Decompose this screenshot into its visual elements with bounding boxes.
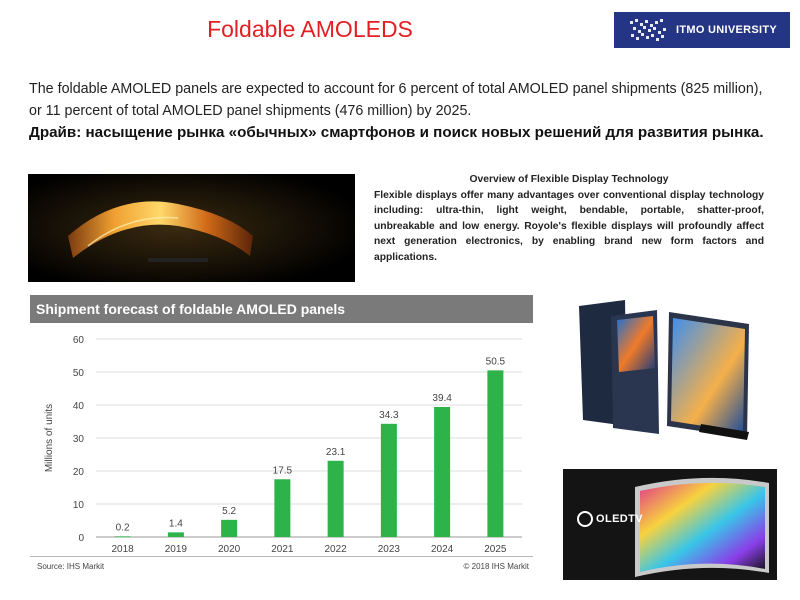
data-label: 5.2 xyxy=(222,506,236,517)
foldable-phones-illustration xyxy=(579,300,749,440)
data-label: 39.4 xyxy=(432,393,452,404)
logo-dots-icon xyxy=(630,19,668,41)
data-label: 1.4 xyxy=(169,518,183,529)
overview-text-block: Overview of Flexible Display Technology … xyxy=(374,172,764,265)
y-tick-label: 40 xyxy=(73,401,85,412)
y-tick-label: 20 xyxy=(73,467,85,478)
y-tick-label: 30 xyxy=(73,434,85,445)
overview-title: Overview of Flexible Display Technology xyxy=(469,174,669,185)
x-tick-label: 2022 xyxy=(325,544,348,555)
y-tick-label: 60 xyxy=(73,335,85,346)
bar-2025 xyxy=(487,370,504,537)
bar-2020 xyxy=(221,519,238,537)
oled-tv-logo: OLEDTV xyxy=(577,511,643,527)
data-label: 50.5 xyxy=(486,356,506,367)
y-tick-label: 10 xyxy=(73,500,85,511)
bar-2019 xyxy=(167,532,184,537)
chart-copyright: © 2018 IHS Markit xyxy=(463,562,529,571)
bar-2018 xyxy=(114,536,131,538)
chart-source: Source: IHS Markit xyxy=(37,562,105,571)
x-tick-label: 2025 xyxy=(484,544,507,555)
shipment-chart: Shipment forecast of foldable AMOLED pan… xyxy=(30,295,533,579)
data-label: 23.1 xyxy=(326,447,346,458)
y-tick-label: 0 xyxy=(78,533,84,544)
bar-2023 xyxy=(380,423,397,537)
data-label: 17.5 xyxy=(273,465,293,476)
itmo-logo: ITMO UNIVERSITY xyxy=(614,12,790,48)
data-label: 0.2 xyxy=(116,522,130,533)
bar-2022 xyxy=(327,460,344,537)
curved-display-illustration xyxy=(28,174,355,282)
x-tick-label: 2023 xyxy=(378,544,401,555)
oled-tv-brand-text: OLEDTV xyxy=(596,513,644,525)
x-tick-label: 2018 xyxy=(112,544,135,555)
slide-title: Foldable AMOLEDS xyxy=(207,16,413,42)
data-label: 34.3 xyxy=(379,410,399,421)
bar-2024 xyxy=(434,406,451,537)
bar-2021 xyxy=(274,479,291,537)
oled-badge-icon xyxy=(577,511,593,527)
x-tick-label: 2020 xyxy=(218,544,241,555)
x-tick-label: 2024 xyxy=(431,544,454,555)
y-axis-label: Millions of units xyxy=(44,404,55,472)
y-tick-label: 50 xyxy=(73,368,85,379)
x-tick-label: 2021 xyxy=(271,544,294,555)
chart-footer-divider xyxy=(30,556,533,557)
oled-tv-photo: OLEDTV xyxy=(563,469,777,580)
overview-body: Flexible displays offer many advantages … xyxy=(374,189,764,263)
foldable-phones-photo xyxy=(565,298,760,444)
chart-plot: 0 10 20 30 40 50 60 Millions of units 0.2 2018 1.4… xyxy=(44,335,522,555)
oled-tv-illustration xyxy=(563,469,777,580)
curved-display-photo xyxy=(28,174,355,282)
intro-paragraph: The foldable AMOLED panels are expected … xyxy=(29,81,763,119)
intro-drive-paragraph: Драйв: насыщение рынка «обычных» смартфо… xyxy=(29,124,764,141)
logo-text: ITMO UNIVERSITY xyxy=(676,24,778,36)
chart-title: Shipment forecast of foldable AMOLED pan… xyxy=(30,295,533,323)
x-tick-label: 2019 xyxy=(165,544,188,555)
